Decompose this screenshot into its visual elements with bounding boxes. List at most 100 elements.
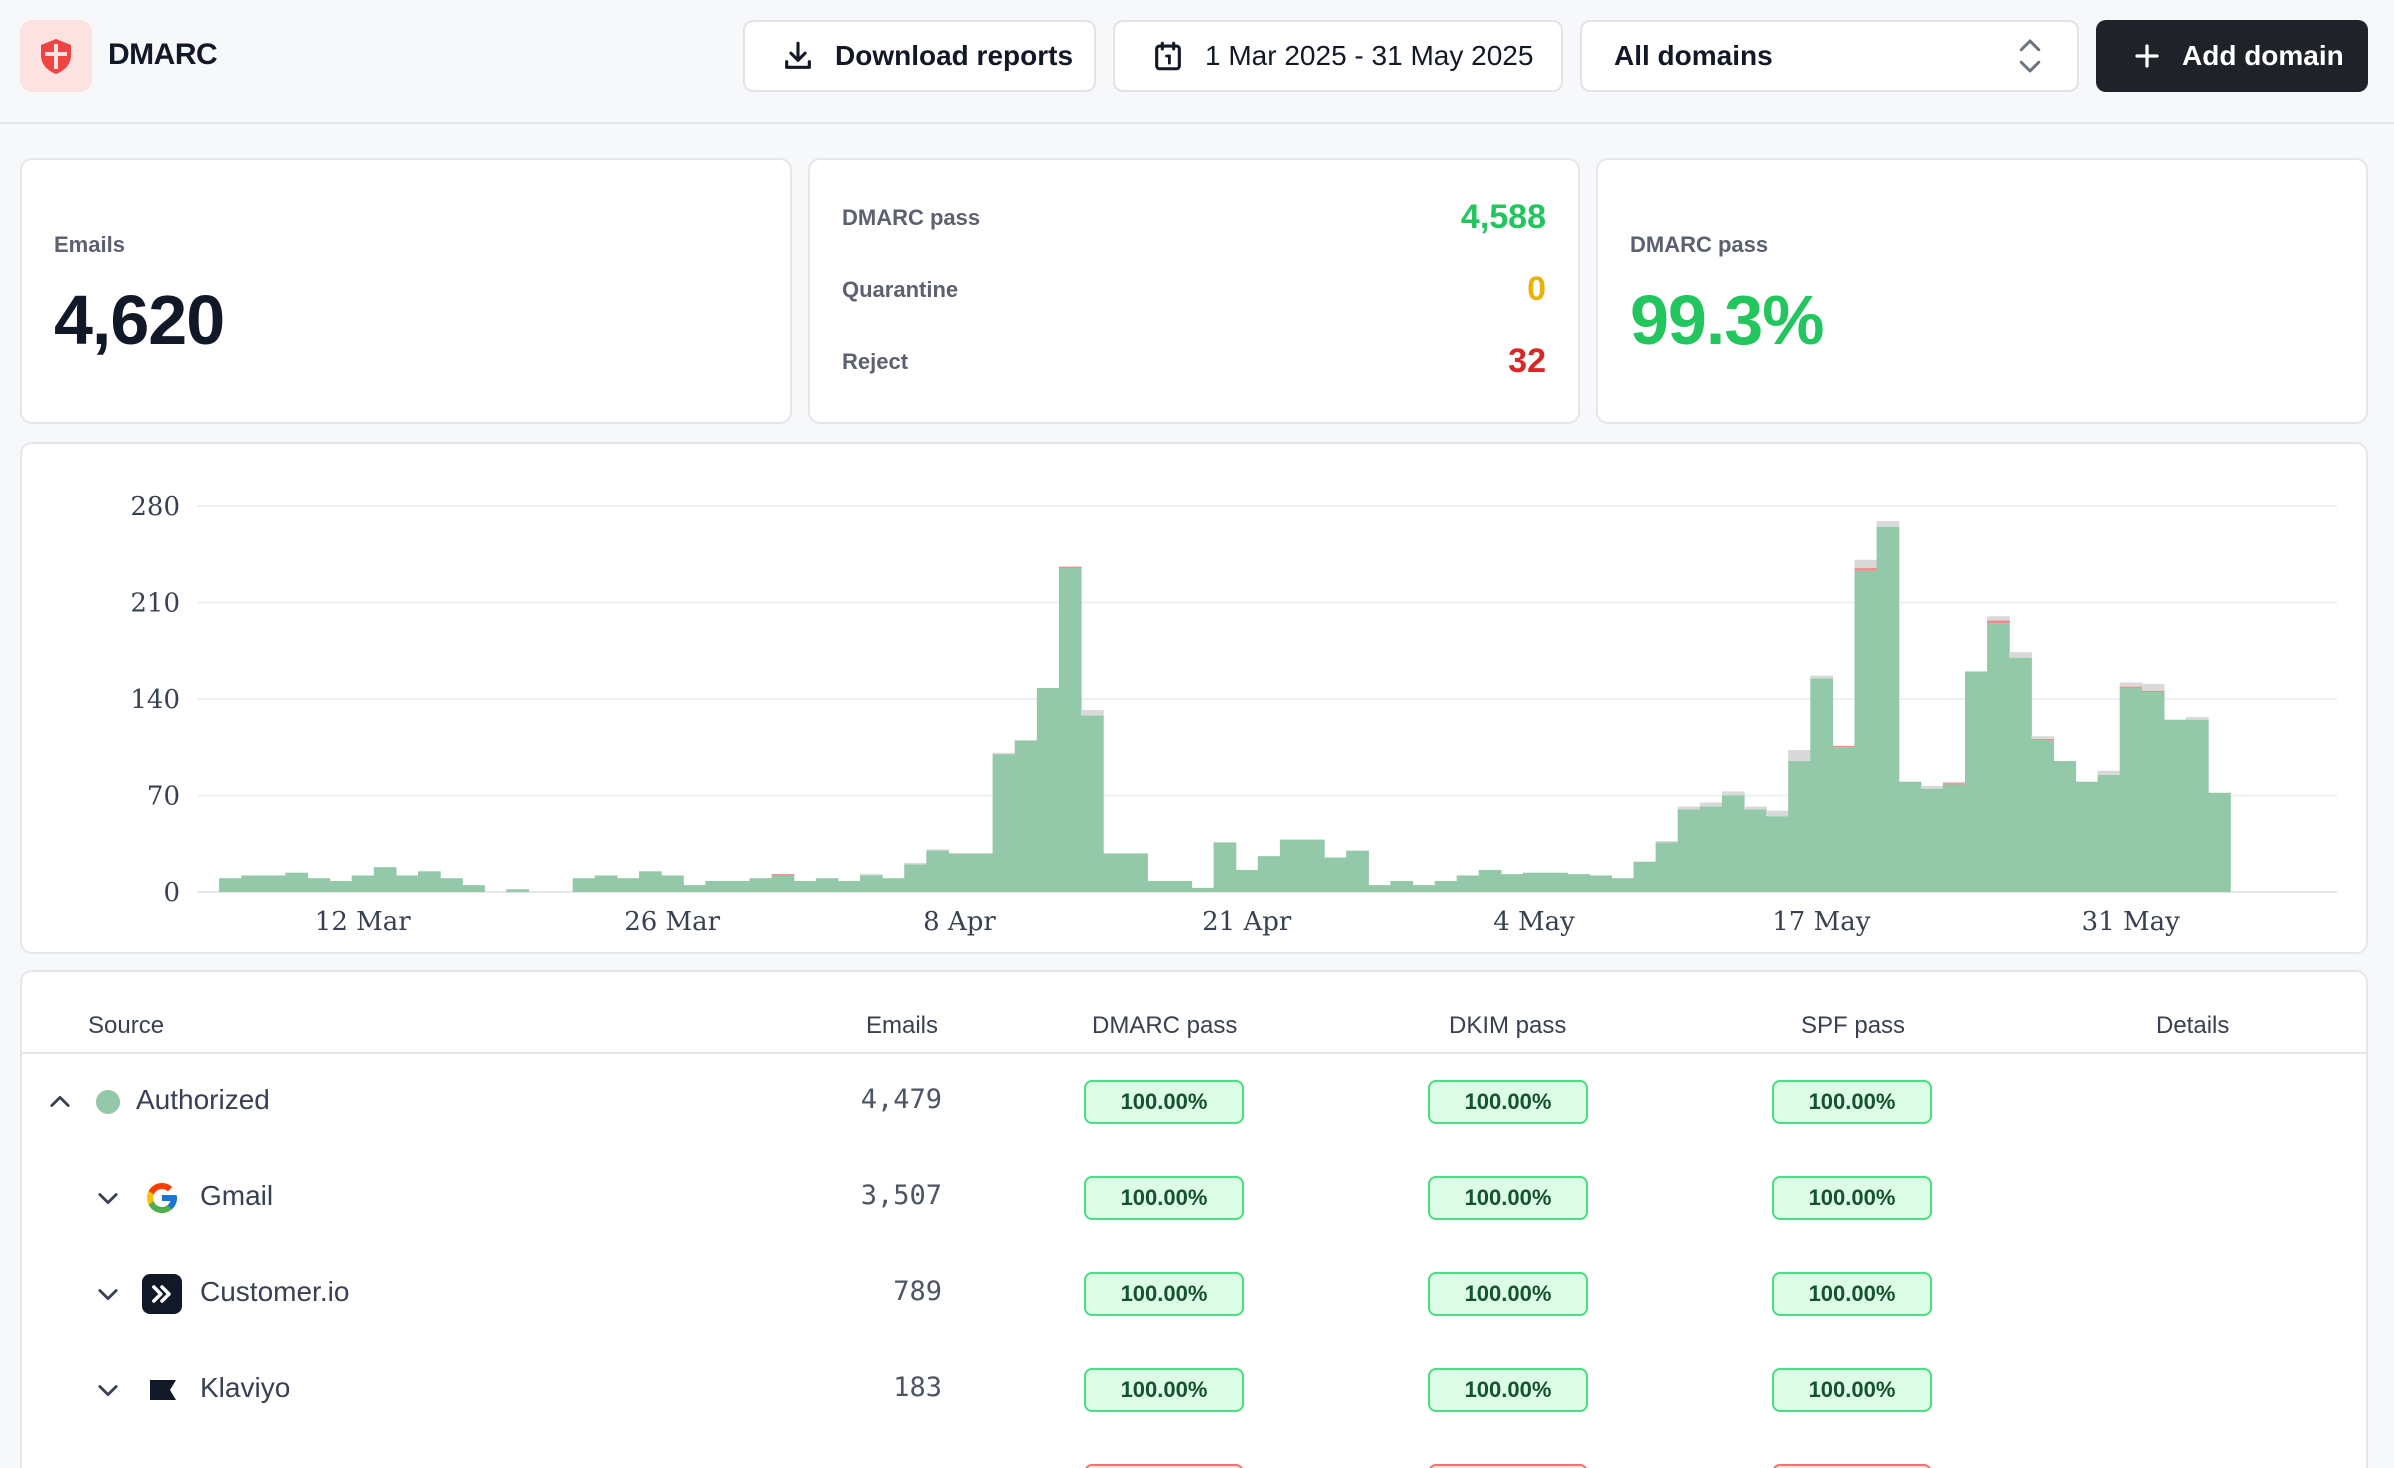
bar-reject [1832,745,1856,748]
download-icon [781,39,815,73]
reject-value: 32 [1508,342,1546,380]
chart-canvas: 0 70 140 210 280 12 Mar 26 Mar 8 Apr 21 Apr 4 May… [130,492,2337,937]
col-spf-pass[interactable]: SPF pass [1801,1012,1906,1039]
col-dmarc-pass[interactable]: DMARC pass [1092,1012,1238,1039]
dmarc-pass-badge: 100.00% [1084,1272,1244,1316]
bar-pass [440,878,463,892]
col-source[interactable]: Source [88,1012,165,1039]
dmarc-pass-value: 4,588 [1460,198,1546,236]
date-range-label: 1 Mar 2025 - 31 May 2025 [1205,40,1534,71]
chevron-up-icon[interactable] [44,1086,76,1118]
chevron-down-icon[interactable] [92,1278,124,1310]
col-emails[interactable]: Emails [865,1012,938,1039]
download-reports-button[interactable]: Download reports [743,20,1096,92]
bar-pass [860,875,883,892]
bar-pass [307,878,331,892]
bar-pass [771,875,795,892]
bar-pass [1788,761,1811,892]
disposition-card: DMARC pass 4,588 Quarantine 0 Reject 32 [808,158,1580,424]
col-dkim-pass[interactable]: DKIM pass [1449,1012,1567,1039]
bar-pass [970,853,994,892]
table-row-gmail[interactable]: Gmail 3,507 100.00% 100.00% 100.00% [22,1150,2366,1246]
bar-pass [2163,719,2187,892]
bar-pass [1169,880,1193,892]
bar-fail [2186,716,2209,720]
bar-pass [2186,719,2209,892]
bar-pass [241,875,264,892]
spf-fail-badge [1772,1464,1932,1468]
bar-pass [351,875,375,892]
bar-pass [1545,872,1568,892]
bar-reject [1942,783,1966,785]
bar-fail [1854,559,1878,569]
top-bar: DMARC Download reports 1 Mar 2025 - 31 M… [0,0,2394,124]
bar-pass [1611,878,1635,892]
bar-pass [904,864,927,892]
dkim-pass-badge: 100.00% [1428,1176,1588,1220]
dkim-pass-badge: 100.00% [1428,1272,1588,1316]
table-row-klaviyo[interactable]: Klaviyo 183 100.00% 100.00% 100.00% [22,1342,2366,1438]
x-tick-label: 31 May [2082,907,2180,937]
chevron-down-icon[interactable] [92,1182,124,1214]
domain-select-value: All domains [1614,40,1773,71]
bar-pass [926,850,949,892]
plus-icon [2132,41,2162,71]
bar-pass [1699,806,1723,892]
bar-pass [1677,809,1701,892]
bar-pass [1876,526,1900,892]
bar-pass [1456,875,1480,892]
bar-fail [2031,736,2054,739]
bar-pass [219,878,242,892]
bar-reject [1987,620,2010,624]
bar-pass [1434,880,1458,892]
daily-emails-chart: 0 70 140 210 280 12 Mar 26 Mar 8 Apr 21 Apr 4 May… [20,442,2368,954]
bar-pass [1589,875,1612,892]
bar-pass [1235,869,1259,892]
bar-fail [1699,802,1723,807]
bar-pass [1721,795,1745,892]
bar-pass [1412,885,1436,892]
bar-pass [882,878,905,892]
table-row-authorized[interactable]: Authorized 4,479 100.00% 100.00% 100.00% [22,1054,2366,1150]
sources-table: Source Emails DMARC pass DKIM pass SPF p… [20,970,2368,1468]
bar-pass [1500,874,1524,892]
spf-pass-badge: 100.00% [1772,1272,1932,1316]
y-tick-label: 210 [130,589,180,619]
bar-pass [1324,857,1347,892]
pass-rate-card: DMARC pass 99.3% [1596,158,2368,424]
bar-pass [2031,740,2054,892]
add-domain-button[interactable]: Add domain [2096,20,2368,92]
emails-label: Emails [54,232,125,257]
bar-pass [2075,781,2099,892]
bar-reject [2119,686,2143,688]
emails-card: Emails 4,620 [20,158,792,424]
bar-reject [1058,566,1082,569]
bar-fail [1721,791,1745,796]
table-row-partial[interactable] [22,1438,2366,1468]
bar-fail [904,863,927,865]
bar-fail [1788,750,1811,762]
bar-fail [1081,710,1104,716]
quarantine-label: Quarantine [842,276,959,302]
date-range-picker[interactable]: 1 Mar 2025 - 31 May 2025 [1113,20,1563,92]
bar-pass [2097,774,2121,892]
bar-pass [1014,740,1038,892]
source-name: Customer.io [200,1276,350,1307]
add-domain-label: Add domain [2182,40,2344,71]
bar-fail [1942,781,1966,784]
chevron-down-icon[interactable] [92,1374,124,1406]
klaviyo-flag-icon [148,1376,178,1409]
bar-pass [639,871,662,892]
bar-pass [1302,839,1325,892]
domain-select[interactable]: All domains [1580,20,2079,92]
bar-pass [329,880,353,892]
dmarc-pass-label: DMARC pass [842,204,981,230]
bar-pass [1125,853,1148,892]
bar-pass [1766,816,1789,892]
bar-fail [2119,682,2143,687]
source-name: Gmail [200,1180,274,1211]
bar-pass [1567,874,1590,892]
bar-pass [418,871,441,892]
pass-rate-label: DMARC pass [1630,232,1769,257]
table-row-customerio[interactable]: Customer.io 789 100.00% 100.00% 100.00% [22,1246,2366,1342]
